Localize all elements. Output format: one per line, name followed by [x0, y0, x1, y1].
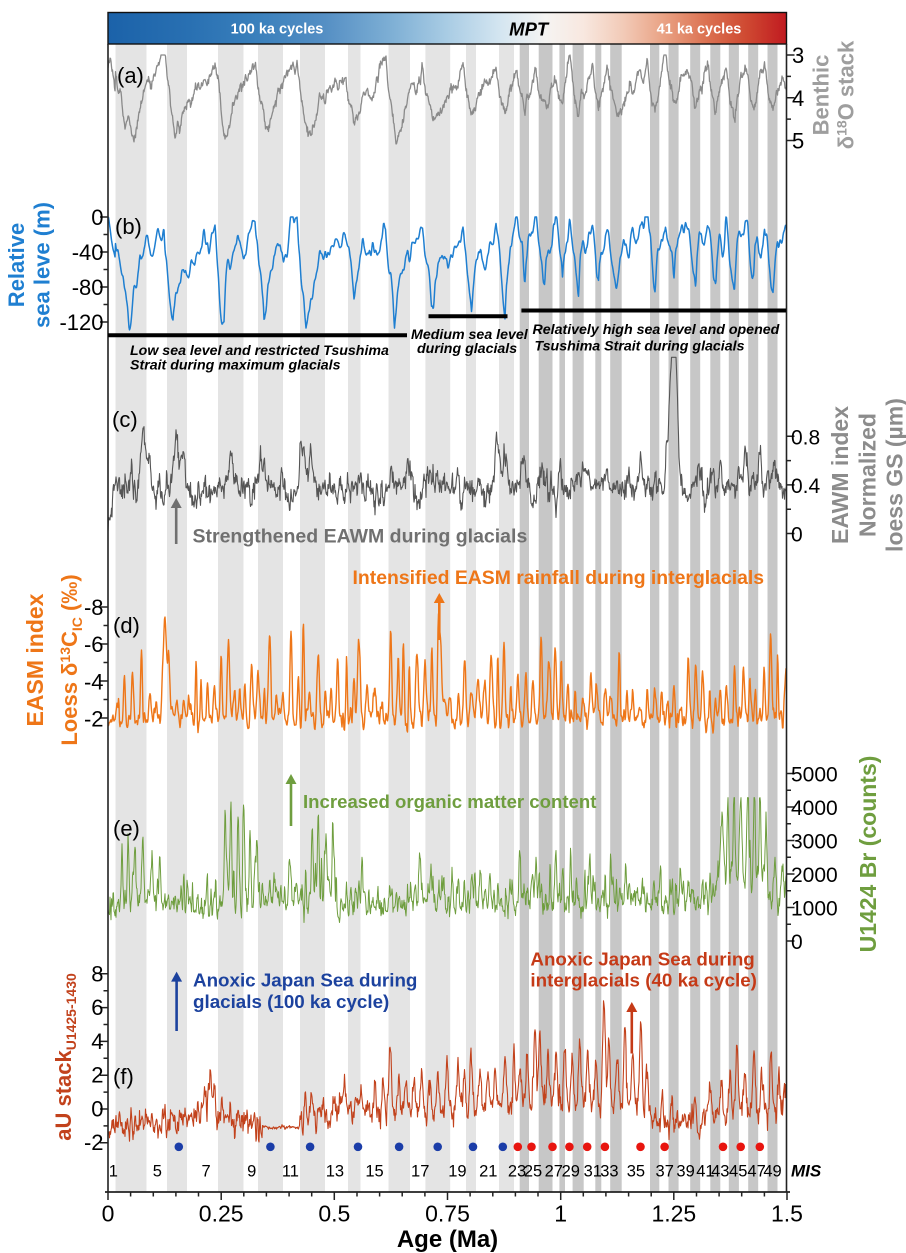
- svg-text:0.4: 0.4: [791, 475, 821, 498]
- svg-text:23: 23: [508, 1163, 526, 1181]
- svg-text:Increased organic matter conte: Increased organic matter content: [303, 791, 596, 812]
- svg-text:(f): (f): [113, 1064, 134, 1089]
- svg-text:0: 0: [91, 205, 103, 230]
- svg-text:13: 13: [326, 1163, 344, 1181]
- svg-text:Strait during maximum glacials: Strait during maximum glacials: [130, 358, 341, 374]
- svg-text:4: 4: [792, 86, 804, 111]
- svg-text:3000: 3000: [791, 831, 838, 854]
- svg-text:4000: 4000: [791, 797, 838, 820]
- svg-text:-4: -4: [84, 670, 104, 695]
- svg-text:0: 0: [91, 1096, 103, 1121]
- svg-text:5: 5: [792, 129, 804, 154]
- svg-text:5000: 5000: [791, 764, 838, 787]
- svg-text:Age (Ma): Age (Ma): [397, 1226, 498, 1253]
- svg-text:δ18O stack: δ18O stack: [834, 40, 859, 149]
- svg-text:(c): (c): [112, 407, 138, 432]
- svg-text:-2: -2: [84, 1130, 104, 1155]
- svg-text:Low sea level and restricted T: Low sea level and restricted Tsushima: [130, 343, 389, 359]
- svg-text:11: 11: [282, 1163, 299, 1181]
- svg-text:100 ka cycles: 100 ka cycles: [231, 22, 324, 38]
- svg-text:during glacials: during glacials: [417, 341, 517, 357]
- svg-text:-8: -8: [84, 595, 104, 620]
- svg-text:35: 35: [627, 1163, 645, 1181]
- svg-text:MIS: MIS: [791, 1162, 822, 1181]
- svg-text:6: 6: [91, 995, 103, 1020]
- svg-text:7: 7: [202, 1163, 211, 1181]
- svg-text:Anoxic Japan Sea during: Anoxic Japan Sea during: [193, 970, 417, 991]
- svg-text:Relatively high sea level and: Relatively high sea level and opened: [533, 322, 780, 338]
- svg-text:(a): (a): [117, 63, 144, 88]
- svg-text:41 ka cycles: 41 ka cycles: [657, 22, 742, 38]
- svg-text:-40: -40: [72, 240, 104, 265]
- svg-text:loess GS (µm): loess GS (µm): [882, 398, 906, 552]
- svg-text:27: 27: [545, 1163, 563, 1181]
- svg-text:-80: -80: [72, 275, 104, 300]
- svg-text:45: 45: [729, 1163, 747, 1181]
- svg-text:sea leve (m): sea leve (m): [30, 202, 55, 328]
- svg-text:31: 31: [584, 1163, 602, 1181]
- svg-text:1: 1: [109, 1163, 118, 1181]
- svg-text:17: 17: [411, 1163, 429, 1181]
- svg-text:aU stackU1425-1430: aU stackU1425-1430: [51, 973, 79, 1141]
- svg-text:29: 29: [562, 1163, 580, 1181]
- svg-text:39: 39: [676, 1163, 694, 1181]
- svg-text:33: 33: [600, 1163, 618, 1181]
- svg-text:1.25: 1.25: [651, 1201, 696, 1227]
- svg-text:glacials (100 ka cycle): glacials (100 ka cycle): [193, 991, 389, 1012]
- svg-text:0: 0: [791, 931, 803, 954]
- svg-text:0.5: 0.5: [318, 1201, 350, 1227]
- svg-text:Tsushima Strait during glacial: Tsushima Strait during glacials: [535, 339, 745, 355]
- svg-text:interglacials (40 ka cycle): interglacials (40 ka cycle): [530, 969, 757, 990]
- svg-text:(e): (e): [113, 816, 140, 841]
- svg-text:Relative: Relative: [4, 223, 29, 307]
- svg-text:EASM index: EASM index: [22, 593, 48, 726]
- svg-text:Benthic: Benthic: [809, 55, 834, 136]
- svg-text:2: 2: [91, 1063, 103, 1088]
- svg-text:49: 49: [763, 1163, 781, 1181]
- svg-text:15: 15: [365, 1163, 383, 1181]
- svg-text:37: 37: [656, 1163, 674, 1181]
- svg-text:25: 25: [524, 1163, 542, 1181]
- svg-text:0.75: 0.75: [425, 1201, 470, 1227]
- svg-text:1: 1: [554, 1201, 567, 1227]
- svg-text:Strengthened EAWM during glaci: Strengthened EAWM during glacials: [193, 526, 528, 548]
- svg-text:Medium sea level: Medium sea level: [411, 327, 529, 343]
- svg-text:9: 9: [247, 1163, 256, 1181]
- svg-text:0: 0: [791, 524, 803, 547]
- svg-text:21: 21: [479, 1163, 497, 1181]
- svg-text:1000: 1000: [791, 898, 838, 921]
- svg-text:1.5: 1.5: [771, 1201, 803, 1227]
- svg-text:0: 0: [102, 1201, 115, 1227]
- svg-text:43: 43: [711, 1163, 729, 1181]
- svg-text:0.25: 0.25: [199, 1201, 244, 1227]
- svg-text:0.8: 0.8: [791, 426, 820, 449]
- svg-text:MPT: MPT: [509, 19, 550, 40]
- svg-text:-6: -6: [84, 632, 104, 657]
- svg-text:41: 41: [696, 1163, 714, 1181]
- svg-text:19: 19: [448, 1163, 466, 1181]
- svg-text:(d): (d): [113, 613, 140, 638]
- svg-text:-120: -120: [59, 310, 103, 335]
- svg-text:2000: 2000: [791, 864, 838, 887]
- svg-text:(b): (b): [115, 214, 142, 239]
- svg-text:-2: -2: [84, 707, 104, 732]
- svg-text:Normalized: Normalized: [855, 413, 881, 537]
- svg-text:EAWM index: EAWM index: [827, 406, 853, 544]
- svg-text:U1424 Br (counts): U1424 Br (counts): [855, 756, 881, 953]
- svg-text:3: 3: [792, 43, 804, 68]
- svg-text:4: 4: [91, 1029, 103, 1054]
- svg-text:8: 8: [91, 962, 103, 987]
- svg-text:5: 5: [153, 1163, 162, 1181]
- svg-text:Intensified EASM rainfall duri: Intensified EASM rainfall during intergl…: [353, 567, 765, 589]
- svg-text:Anoxic Japan Sea during: Anoxic Japan Sea during: [530, 949, 754, 970]
- svg-text:47: 47: [747, 1163, 765, 1181]
